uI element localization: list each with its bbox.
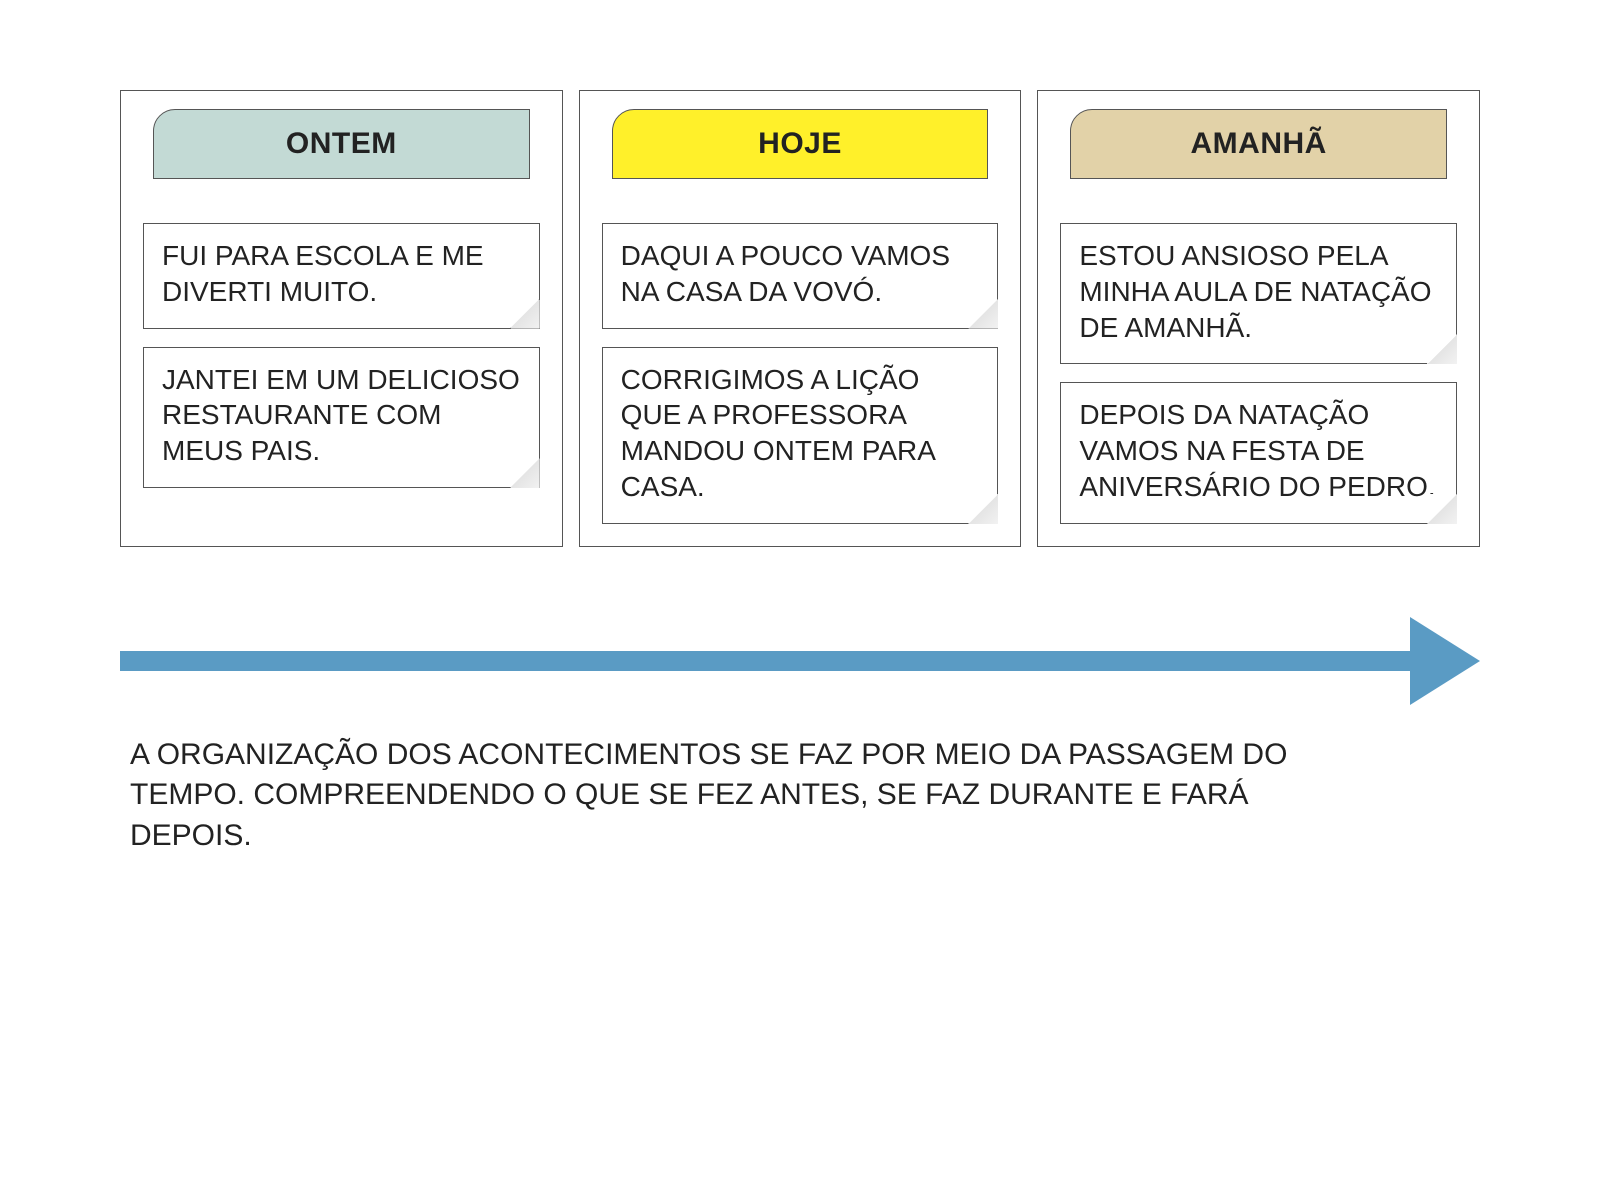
note-text: DAQUI A POUCO VAMOS NA CASA DA VOVÓ. xyxy=(621,240,950,307)
note-text: ESTOU ANSIOSO PELA MINHA AULA DE NATAÇÃO… xyxy=(1079,240,1431,343)
caption-text: A ORGANIZAÇÃO DOS ACONTECIMENTOS SE FAZ … xyxy=(120,735,1320,857)
note-card: ESTOU ANSIOSO PELA MINHA AULA DE NATAÇÃO… xyxy=(1060,223,1457,364)
note-text: DEPOIS DA NATAÇÃO VAMOS NA FESTA DE ANIV… xyxy=(1079,399,1435,502)
note-card: DAQUI A POUCO VAMOS NA CASA DA VOVÓ. xyxy=(602,223,999,329)
timeline-arrow xyxy=(120,617,1480,705)
note-text: CORRIGIMOS A LIÇÃO QUE A PROFESSORA MAND… xyxy=(621,364,935,502)
page-fold-icon xyxy=(1427,494,1457,524)
note-card: CORRIGIMOS A LIÇÃO QUE A PROFESSORA MAND… xyxy=(602,347,999,524)
column-header-amanha: AMANHÃ xyxy=(1070,109,1447,179)
note-card: FUI PARA ESCOLA E ME DIVERTI MUITO. xyxy=(143,223,540,329)
page-fold-icon xyxy=(510,458,540,488)
timeline-columns: ONTEM FUI PARA ESCOLA E ME DIVERTI MUITO… xyxy=(120,90,1480,547)
column-header-hoje: HOJE xyxy=(612,109,989,179)
page-fold-icon xyxy=(968,299,998,329)
column-amanha: AMANHÃ ESTOU ANSIOSO PELA MINHA AULA DE … xyxy=(1037,90,1480,547)
column-ontem: ONTEM FUI PARA ESCOLA E ME DIVERTI MUITO… xyxy=(120,90,563,547)
page-fold-icon xyxy=(510,299,540,329)
page-fold-icon xyxy=(1427,334,1457,364)
page-fold-icon xyxy=(968,494,998,524)
note-text: JANTEI EM UM DELICIOSO RESTAURANTE COM M… xyxy=(162,364,520,467)
arrow-shaft-icon xyxy=(120,651,1410,671)
note-text: FUI PARA ESCOLA E ME DIVERTI MUITO. xyxy=(162,240,484,307)
column-header-ontem: ONTEM xyxy=(153,109,530,179)
note-card: JANTEI EM UM DELICIOSO RESTAURANTE COM M… xyxy=(143,347,540,488)
column-hoje: HOJE DAQUI A POUCO VAMOS NA CASA DA VOVÓ… xyxy=(579,90,1022,547)
note-card: DEPOIS DA NATAÇÃO VAMOS NA FESTA DE ANIV… xyxy=(1060,382,1457,523)
arrow-head-icon xyxy=(1410,617,1480,705)
